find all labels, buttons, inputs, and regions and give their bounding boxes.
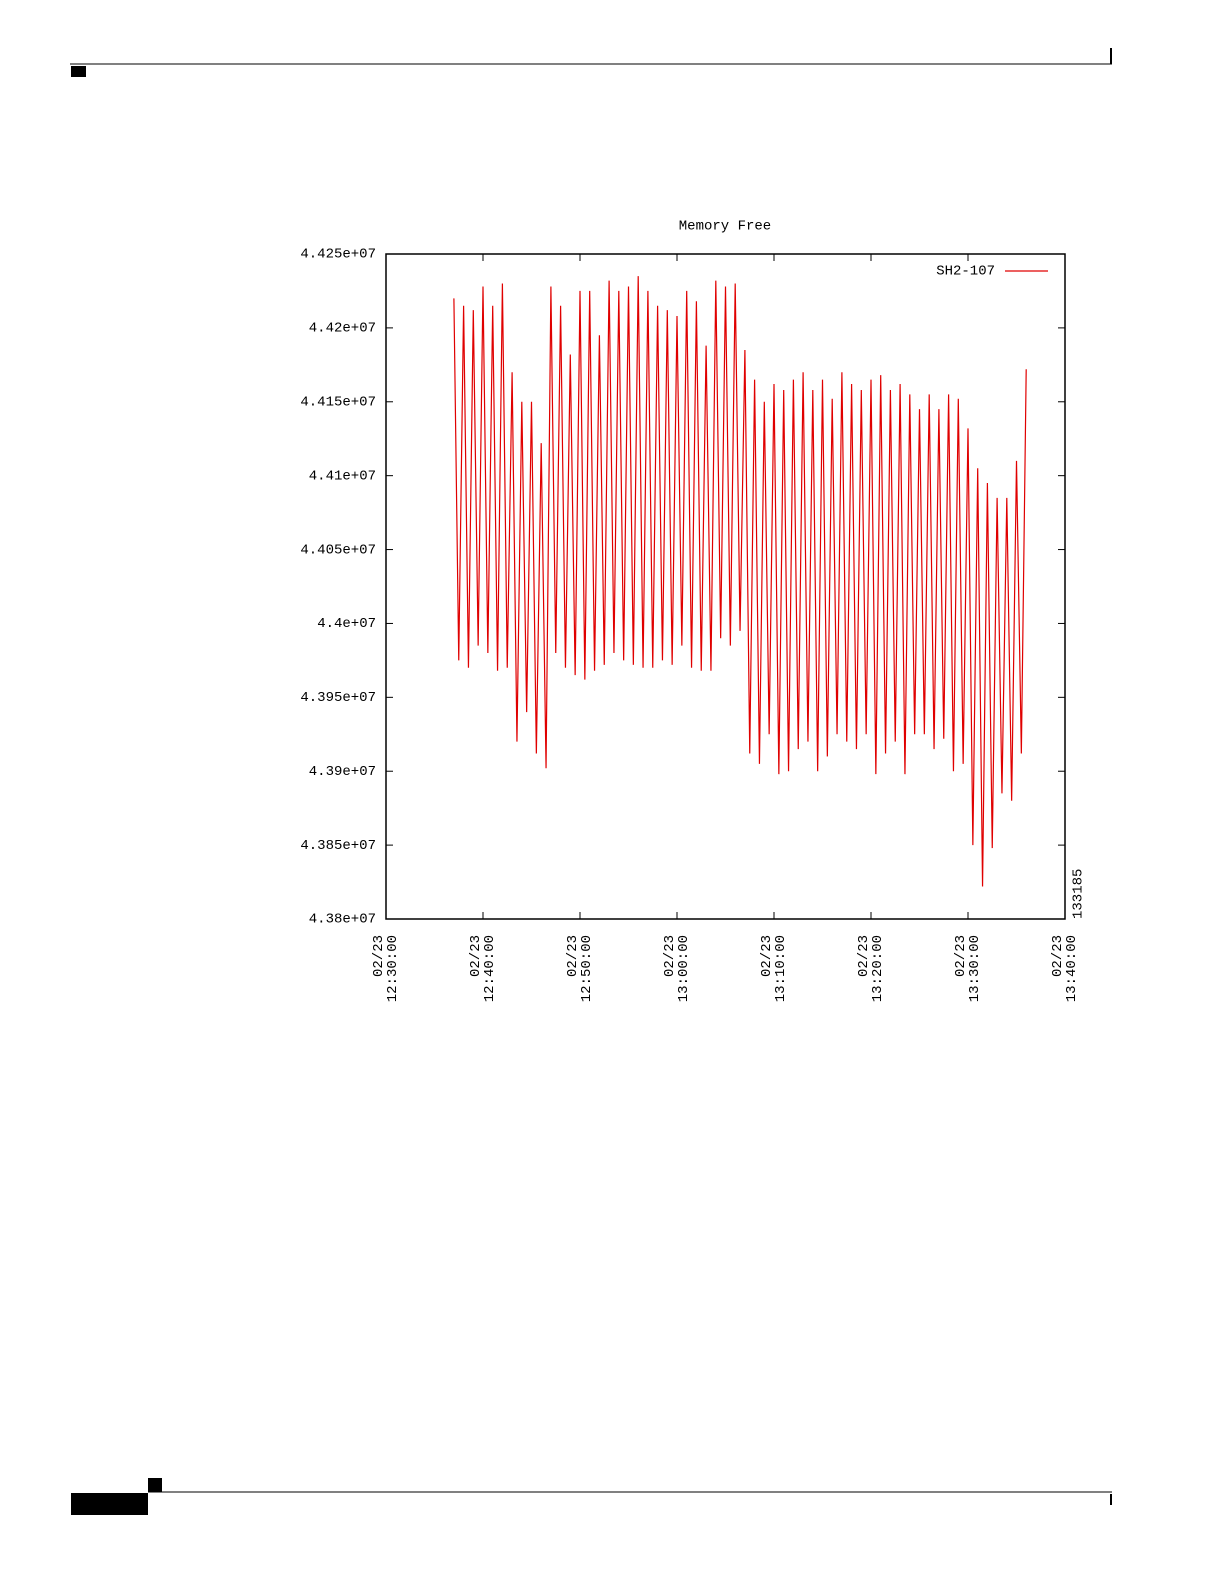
y-tick-label: 4.42e+07 (309, 321, 376, 337)
y-tick-label: 4.385e+07 (300, 838, 376, 854)
x-tick-label: 02/23 13:00:00 (662, 935, 692, 1003)
series-line (453, 276, 1027, 887)
y-tick-label: 4.38e+07 (309, 912, 376, 928)
footer-block (71, 1493, 148, 1515)
footer-marker (148, 1478, 162, 1492)
side-label: 133185 (1071, 869, 1087, 919)
x-tick-label: 02/23 13:40:00 (1050, 935, 1080, 1003)
chart-title: Memory Free (679, 219, 771, 235)
legend-label: SH2-107 (936, 264, 995, 280)
x-tick-label: 02/23 13:20:00 (856, 935, 886, 1003)
y-tick-label: 4.39e+07 (309, 764, 376, 780)
plot-frame (385, 253, 1066, 920)
y-tick-label: 4.4e+07 (317, 616, 376, 632)
y-tick-label: 4.405e+07 (300, 542, 376, 558)
y-tick-label: 4.41e+07 (309, 468, 376, 484)
y-tick-label: 4.415e+07 (300, 394, 376, 410)
x-tick-label: 02/23 12:40:00 (468, 935, 498, 1003)
x-tick-label: 02/23 13:10:00 (759, 935, 789, 1003)
y-tick-label: 4.395e+07 (300, 690, 376, 706)
x-tick-label: 02/23 13:30:00 (953, 935, 983, 1003)
x-tick-label: 02/23 12:50:00 (565, 935, 595, 1003)
y-tick-label: 4.425e+07 (300, 247, 376, 263)
header-marker (71, 66, 86, 77)
x-tick-label: 02/23 12:30:00 (371, 935, 401, 1003)
